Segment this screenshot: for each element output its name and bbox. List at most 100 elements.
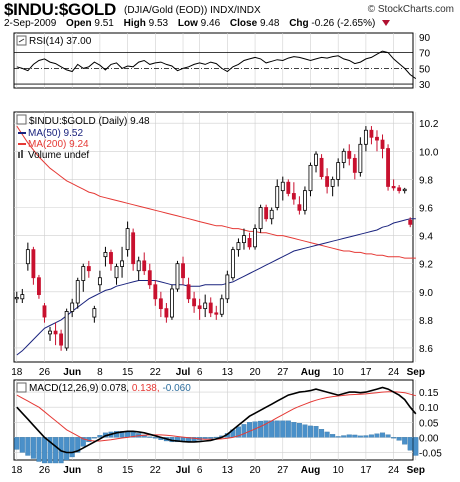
candle-body	[42, 305, 47, 318]
candle-body	[97, 277, 102, 286]
x-tick-label-price: 13	[222, 367, 234, 378]
x-tick-label-price: 18	[11, 367, 23, 378]
candle	[59, 329, 64, 351]
macd-hist-bar	[97, 435, 103, 438]
candle	[20, 288, 25, 304]
price-y-tick-label: 9.6	[419, 204, 433, 215]
candle	[81, 263, 86, 292]
price-panel-frame	[13, 111, 414, 363]
x-tick-label-price: 20	[250, 367, 262, 378]
x-tick-label-price: 8	[97, 367, 103, 378]
rsi-y-tick-label: 70	[419, 49, 431, 60]
candle-body	[53, 330, 58, 335]
low-label: Low	[177, 18, 198, 29]
candle-body	[253, 228, 257, 248]
x-tick-label-price: Jul	[176, 367, 191, 378]
candle	[303, 186, 307, 215]
candle	[369, 126, 374, 145]
candle-body	[208, 302, 213, 314]
chart-description-text: (DJIA/Gold (EOD))	[124, 5, 208, 16]
macd-hist-bar	[174, 437, 180, 443]
candle	[131, 228, 136, 271]
macd-hist-bar	[75, 437, 81, 453]
x-tick-label-macd: 15	[122, 465, 134, 476]
candle	[208, 297, 213, 318]
macd-hist-bar	[47, 437, 53, 464]
x-tick-label-price: 22	[150, 367, 162, 378]
candle	[53, 322, 58, 346]
candle	[341, 148, 346, 169]
candle-body	[142, 260, 147, 272]
low-value: 9.46	[200, 18, 221, 29]
candle-body	[275, 186, 280, 208]
candle	[219, 294, 224, 318]
candle-body	[242, 235, 246, 244]
candle-body	[158, 298, 163, 310]
candle-body	[325, 176, 330, 187]
candle	[170, 284, 174, 320]
x-tick-label-macd: 13	[222, 465, 234, 476]
candle	[86, 260, 91, 278]
volume-legend-icon	[18, 152, 20, 158]
price-y-tick-label: 9.0	[419, 288, 433, 299]
candle-body	[408, 219, 413, 225]
candle	[253, 224, 257, 250]
macd-hist-bar	[25, 437, 31, 456]
macd-hist-bar	[191, 437, 197, 442]
candle-body	[319, 157, 324, 178]
macd-hist-bar	[346, 434, 352, 438]
x-tick-label-macd: 6	[197, 465, 203, 476]
macd-label-signal: 0.138,	[132, 383, 163, 394]
ma200-legend-label: MA(200) 9.24	[28, 139, 89, 150]
candle-body	[402, 188, 407, 192]
macd-hist-bar	[235, 426, 241, 438]
x-tick-label-macd: 18	[11, 465, 23, 476]
x-tick-label-macd: Jul	[176, 465, 191, 476]
close-value: 9.48	[259, 18, 280, 29]
rsi-label: RSI(14) 37.00	[29, 36, 92, 47]
macd-hist-bar	[208, 437, 214, 439]
x-tick-label-price: 24	[388, 367, 400, 378]
candle-body	[280, 181, 285, 192]
x-tick-label-macd: 24	[388, 465, 400, 476]
chart-exchange-text: INDX/INDX	[210, 5, 261, 16]
x-tick-label-price: 26	[39, 367, 51, 378]
price-y-tick-label: 10.2	[419, 119, 439, 130]
price-y-tick-label: 9.2	[419, 260, 433, 271]
candle	[175, 260, 180, 292]
macd-hist-bar	[324, 431, 330, 438]
macd-hist-bar	[374, 433, 380, 438]
candle-body	[214, 312, 219, 315]
macd-line	[16, 386, 417, 454]
candle	[153, 280, 158, 306]
candle-body	[347, 150, 352, 159]
candle-body	[375, 136, 379, 141]
candle-body	[181, 263, 185, 279]
candle	[214, 305, 219, 320]
candle-body	[81, 266, 86, 281]
candle-body	[37, 277, 41, 295]
candle-body	[352, 157, 357, 173]
candle-body	[330, 179, 335, 187]
macd-hist-bar	[91, 437, 97, 439]
candle-body	[336, 162, 341, 180]
macd-settings-icon	[16, 382, 27, 393]
macd-hist-bar	[30, 437, 36, 459]
ma50-line	[16, 218, 416, 356]
macd-label-prefix: MACD(12,26,9)	[29, 383, 101, 394]
high-value: 9.53	[148, 18, 169, 29]
rsi-line	[16, 50, 417, 80]
macd-hist-bar	[296, 423, 302, 438]
x-tick-label-macd: Aug	[301, 465, 320, 476]
candle	[70, 298, 75, 318]
macd-hist-bar	[130, 432, 136, 438]
candle-body	[59, 333, 64, 346]
candle-body	[75, 280, 80, 304]
candle-body	[291, 193, 296, 200]
candle-body	[314, 153, 318, 166]
macd-hist-bar	[413, 437, 419, 456]
candle	[280, 176, 285, 201]
macd-hist-bar	[307, 425, 313, 438]
macd-hist-bar	[352, 434, 358, 438]
macd-hist-bar	[380, 432, 386, 438]
